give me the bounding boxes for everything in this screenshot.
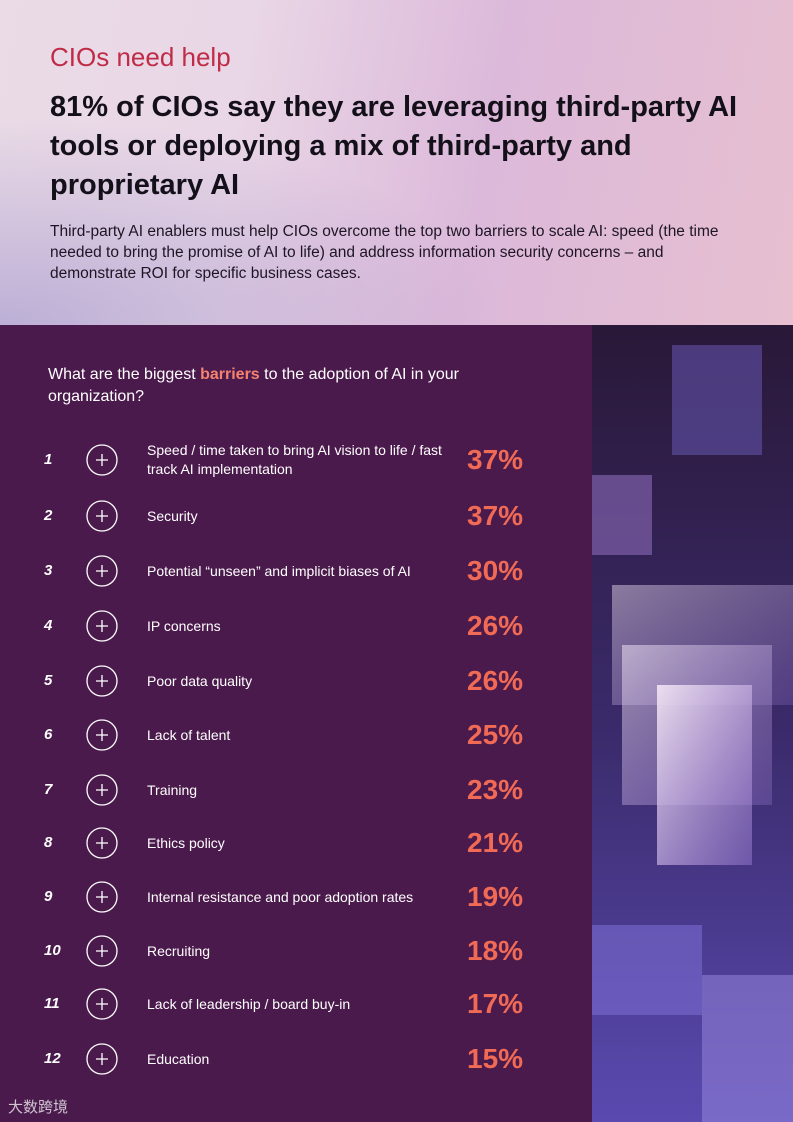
kicker: CIOs need help (50, 42, 231, 72)
barrier-row: 6 Lack of talent 25% (0, 710, 592, 760)
rank: 3 (44, 562, 53, 579)
barrier-icon (86, 555, 118, 587)
rank: 7 (44, 781, 53, 798)
rank: 11 (44, 995, 60, 1012)
rank: 12 (44, 1050, 61, 1067)
barrier-icon (86, 610, 118, 642)
barrier-label: Ethics policy (147, 834, 225, 851)
barrier-value: 26% (467, 610, 524, 641)
rank: 6 (44, 726, 53, 743)
barrier-label: Potential “unseen” and implicit biases o… (147, 562, 411, 579)
barrier-row: 1 Speed / time taken to bring AI vision t… (0, 435, 592, 485)
barrier-row: 5 Poor data quality 26% (0, 656, 592, 706)
barrier-label: Lack of talent (147, 726, 231, 743)
barrier-label: Education (147, 1050, 210, 1067)
barrier-icon (86, 935, 118, 967)
rank: 9 (44, 888, 53, 905)
barrier-value: 15% (467, 1043, 524, 1074)
barrier-row: 2 Security 37% (0, 491, 592, 541)
barrier-label: Internal resistance and poor adoption ra… (147, 888, 414, 905)
barrier-label: Speed / time taken to bring AI vision to… (147, 442, 442, 477)
barrier-value: 17% (467, 988, 524, 1019)
barrier-value: 21% (467, 827, 524, 858)
header-band (0, 0, 793, 325)
barrier-icon (86, 774, 118, 806)
barrier-icon (86, 719, 118, 751)
crystal-image (592, 325, 793, 1122)
rank: 2 (44, 507, 53, 524)
rank: 5 (44, 672, 53, 689)
barrier-icon (86, 988, 118, 1020)
question-start: What are the biggest (48, 366, 196, 383)
watermark: 大数跨境 (8, 1099, 69, 1116)
question: What are the biggest barriers to the ado… (48, 364, 508, 408)
barrier-row: 3 Potential “unseen” and implicit biases … (0, 546, 592, 596)
barrier-row: 4 IP concerns 26% (0, 601, 592, 651)
barrier-row: 7 Training 23% (0, 765, 592, 815)
rank: 10 (44, 942, 61, 959)
barrier-label: Training (147, 781, 198, 798)
barrier-value: 37% (467, 500, 524, 531)
barrier-row: 9 Internal resistance and poor adoption r… (0, 872, 592, 922)
barrier-label: Recruiting (147, 942, 211, 959)
barrier-label: Poor data quality (147, 672, 253, 689)
barrier-icon (86, 444, 118, 476)
barrier-label: Security (147, 507, 198, 524)
barrier-row: 12 Education 15% (0, 1034, 592, 1084)
barrier-icon (86, 881, 118, 913)
barrier-value: 37% (467, 444, 524, 475)
barrier-icon (86, 1043, 118, 1075)
barrier-label: Lack of leadership / board buy-in (147, 995, 351, 1012)
barrier-row: 10 Recruiting 18% (0, 926, 592, 976)
barrier-icon (86, 827, 118, 859)
barrier-icon (86, 500, 118, 532)
rank: 1 (44, 451, 53, 468)
barrier-value: 19% (467, 881, 524, 912)
barrier-value: 30% (467, 555, 524, 586)
barrier-value: 25% (467, 719, 524, 750)
barrier-icon (86, 665, 118, 697)
question-highlight: barriers (200, 366, 260, 383)
barrier-value: 23% (467, 774, 524, 805)
barrier-row: 8 Ethics policy 21% (0, 818, 592, 868)
question-end: to the adoption of AI in your organizati… (48, 366, 459, 405)
barrier-value: 18% (467, 935, 524, 966)
intro: Third-party AI enablers must help CIOs o… (50, 223, 719, 282)
barrier-value: 26% (467, 665, 524, 696)
barrier-row: 11 Lack of leadership / board buy-in 17% (0, 979, 592, 1029)
rank: 8 (44, 834, 53, 851)
rank: 4 (44, 617, 53, 634)
barrier-label: IP concerns (147, 617, 221, 634)
title: 81% of CIOs say they are leveraging thir… (50, 91, 738, 201)
